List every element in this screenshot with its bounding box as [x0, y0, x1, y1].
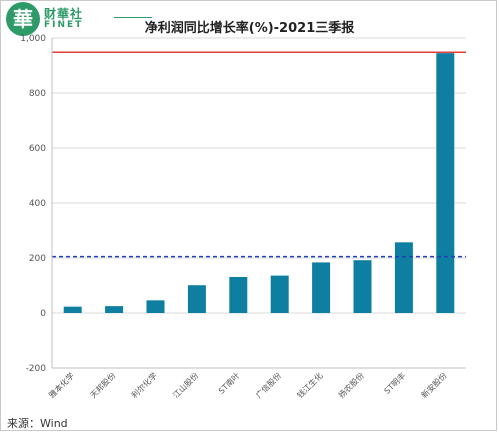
finet-logo: 華 财華社 FINET: [6, 2, 152, 36]
x-tick-label: 钱江生化: [295, 370, 325, 400]
bar-layer: [63, 53, 455, 313]
y-tick-label: 0: [40, 309, 46, 319]
bar-9: [394, 242, 413, 313]
source-note: 来源：Wind: [7, 417, 68, 430]
bar-1: [63, 306, 82, 313]
bar-2: [105, 306, 124, 313]
y-tick-label: 600: [29, 144, 46, 154]
x-tick-label: ST南叶: [216, 370, 241, 395]
bar-7: [312, 262, 331, 313]
x-tick-label: 扬农股份: [336, 370, 366, 400]
y-tick-label: 200: [29, 254, 46, 264]
x-tick-label: 利尔化学: [129, 370, 159, 400]
logo-english-text: FINET: [44, 20, 84, 30]
logo-rule: [114, 17, 152, 18]
axis-layer: -200 0 200 400 600 800 1,000 雅本化学 天邦股份 利尔化学 江山股份 ST…: [20, 34, 466, 400]
x-tick-label: 江山股份: [171, 370, 201, 400]
bar-3: [146, 300, 165, 313]
chart-title: 净利润同比增长率(%)-2021三季报: [144, 21, 355, 36]
bar-5: [229, 276, 248, 313]
bar-4: [187, 285, 206, 313]
logo-chinese-text: 财華社: [44, 7, 84, 21]
bar-8: [353, 260, 372, 313]
y-tick-label: -200: [26, 364, 47, 374]
reference-line-layer: [52, 51, 466, 258]
x-tick-label: 广信股份: [253, 370, 283, 400]
y-tick-label: 800: [29, 89, 46, 99]
grid-layer: [52, 37, 466, 369]
x-tick-label: 天邦股份: [88, 370, 118, 400]
logo-emblem-icon: 華: [6, 2, 40, 36]
y-tick-label: 400: [29, 199, 46, 209]
bar-6: [270, 275, 289, 313]
bar-10: [436, 53, 455, 313]
x-tick-label: 新安股份: [419, 370, 449, 400]
x-tick-label: ST明丰: [382, 370, 407, 395]
y-tick-label: 1,000: [20, 34, 46, 44]
x-tick-label: 雅本化学: [46, 370, 76, 400]
